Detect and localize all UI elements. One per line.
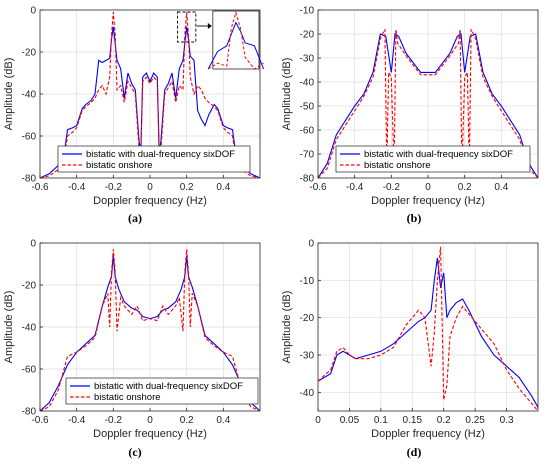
zoom-inset [177, 10, 265, 70]
x-tick-label: 0.2 [437, 415, 451, 426]
y-tick-label: -40 [22, 323, 37, 334]
panel-d: 0 0.05 0.1 0.15 0.2 0.25 0.3 -40 -30 -20 -10 0 Doppl… [281, 239, 539, 459]
y-tick-label: -40 [22, 90, 37, 101]
x-tick-label: -0.6 [309, 182, 327, 193]
y-tick-label: -20 [300, 30, 315, 41]
legend-onshore-label: bistatic onshore [94, 392, 161, 403]
x-tick-label: 0 [315, 415, 321, 426]
y-tick-label: 0 [30, 239, 36, 250]
y-axis-label: Amplitude (dB) [3, 58, 15, 131]
x-tick-label: 0.4 [494, 182, 508, 193]
y-tick-label: -40 [300, 388, 315, 399]
y-tick-label: -20 [22, 48, 37, 59]
x-axis-label: Doppler frequency (Hz) [371, 428, 485, 440]
y-tick-label: -30 [300, 54, 315, 65]
x-tick-label: 0 [147, 415, 153, 426]
series-onshore-line [40, 249, 260, 411]
x-tick-label: 0.15 [403, 415, 423, 426]
x-tick-label: 0.4 [216, 182, 230, 193]
x-tick-label: -0.4 [68, 415, 86, 426]
y-tick-label: 0 [30, 6, 36, 17]
y-tick-label: -20 [22, 281, 37, 292]
panel-caption: (b) [407, 211, 422, 225]
legend-box [65, 377, 259, 405]
x-tick-label: 0.2 [180, 415, 194, 426]
panel-caption: (a) [128, 211, 142, 225]
legend-sixdof-label: bistatic with dual-frequency sixDOF [94, 381, 243, 392]
legend-box [335, 145, 531, 173]
inset-sixdof-line [207, 21, 265, 70]
series-onshore-line [318, 246, 538, 411]
inset-onshore-line [207, 10, 264, 70]
y-tick-label: -30 [300, 351, 315, 362]
y-tick-label: -10 [300, 6, 315, 17]
legend: bistatic with dual-frequency sixDOFbista… [65, 377, 259, 405]
x-axis-label: Doppler frequency (Hz) [93, 195, 207, 207]
legend-sixdof-label: bistatic with dual-frequency sixDOF [364, 149, 513, 160]
x-tick-label: 0.2 [458, 182, 472, 193]
x-tick-label: -0.4 [68, 182, 86, 193]
y-tick-label: -70 [300, 150, 315, 161]
y-tick-label: -20 [300, 313, 315, 324]
y-tick-label: -80 [22, 407, 37, 418]
y-tick-label: 0 [308, 239, 314, 250]
y-tick-label: -40 [300, 78, 315, 89]
panel-c: -0.6 -0.4 -0.2 0 0.2 0.4 -80 -60 -40 -20 0 Doppler … [3, 239, 261, 459]
x-tick-label: -0.4 [346, 182, 364, 193]
series-sixdof-line [40, 26, 260, 178]
x-axis-label: Doppler frequency (Hz) [371, 195, 485, 207]
panel-a: -0.6 -0.4 -0.2 0 0.2 0.4 -80 -60 -40 -20 0 Doppler … [3, 6, 265, 225]
y-tick-label: -60 [22, 365, 37, 376]
x-tick-label: -0.6 [31, 182, 49, 193]
legend-sixdof-label: bistatic with dual-frequency sixDOF [86, 149, 235, 160]
y-axis-label: Amplitude (dB) [3, 291, 15, 364]
zoom-selection-box [177, 11, 197, 43]
y-tick-label: -10 [300, 276, 315, 287]
panel-b: -0.6 -0.4 -0.2 0 0.2 0.4 -80 -70 -60 -50 -40 -30 -20… [281, 6, 539, 225]
x-axis-label: Doppler frequency (Hz) [93, 428, 207, 440]
x-tick-label: -0.2 [383, 182, 401, 193]
x-tick-label: -0.2 [105, 182, 123, 193]
series-onshore-line [318, 28, 538, 178]
x-tick-label: -0.2 [105, 415, 123, 426]
y-tick-label: -60 [22, 132, 37, 143]
y-tick-label: -50 [300, 102, 315, 113]
series-sixdof-line [318, 33, 538, 178]
legend-box [57, 145, 251, 173]
series-onshore-line [40, 12, 260, 178]
panel-caption: (c) [128, 445, 141, 459]
zoom-arrow-head [207, 23, 212, 29]
x-tick-label: 0.3 [500, 415, 514, 426]
x-tick-label: 0.2 [180, 182, 194, 193]
y-tick-label: -60 [300, 126, 315, 137]
legend: bistatic with dual-frequency sixDOFbista… [335, 145, 531, 173]
y-tick-label: -80 [300, 174, 315, 185]
inset-frame [212, 10, 260, 70]
y-axis-label: Amplitude (dB) [281, 58, 293, 131]
panel-caption: (d) [407, 445, 422, 459]
legend-onshore-label: bistatic onshore [86, 160, 153, 171]
legend: bistatic with dual-frequency sixDOFbista… [57, 145, 251, 173]
x-tick-label: 0.05 [340, 415, 360, 426]
x-tick-label: 0 [147, 182, 153, 193]
x-tick-label: 0.1 [374, 415, 388, 426]
x-tick-label: 0.25 [465, 415, 485, 426]
plot-frame [317, 242, 539, 412]
x-tick-label: -0.6 [31, 415, 49, 426]
y-tick-label: -80 [22, 174, 37, 185]
y-axis-label: Amplitude (dB) [281, 291, 293, 364]
x-tick-label: 0.4 [216, 415, 230, 426]
legend-onshore-label: bistatic onshore [364, 160, 431, 171]
x-tick-label: 0 [425, 182, 431, 193]
